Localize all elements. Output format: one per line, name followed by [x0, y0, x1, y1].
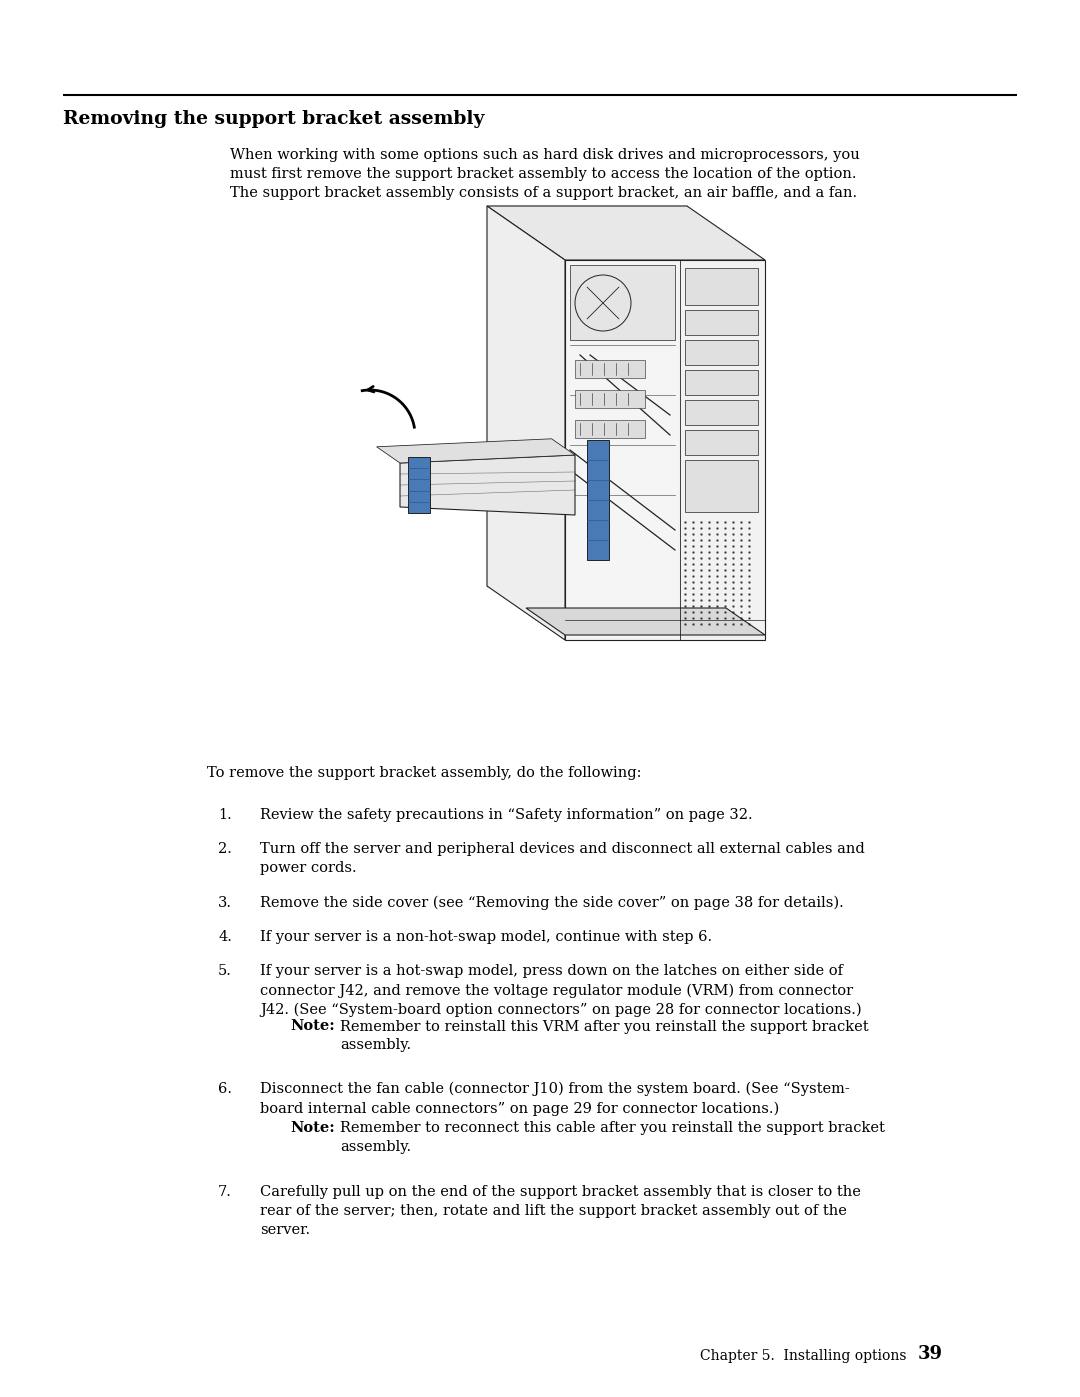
Text: 4.: 4. [218, 930, 232, 944]
Polygon shape [487, 205, 565, 640]
Polygon shape [570, 265, 675, 339]
Text: 2.: 2. [218, 842, 232, 856]
Polygon shape [565, 260, 765, 640]
Text: Note:: Note: [291, 1120, 335, 1134]
Text: Turn off the server and peripheral devices and disconnect all external cables an: Turn off the server and peripheral devic… [260, 842, 865, 875]
Bar [575, 360, 645, 379]
Text: Disconnect the fan cable (connector J10) from the system board. (See “System-
bo: Disconnect the fan cable (connector J10)… [260, 1083, 850, 1116]
Text: When working with some options such as hard disk drives and microprocessors, you: When working with some options such as h… [230, 148, 860, 200]
Bar [408, 457, 430, 513]
Bar [567, 263, 678, 638]
Text: Chapter 5.  Installing options: Chapter 5. Installing options [700, 1350, 906, 1363]
Text: 5.: 5. [218, 964, 232, 978]
Polygon shape [377, 439, 575, 462]
Text: 6.: 6. [218, 1083, 232, 1097]
Polygon shape [487, 205, 765, 260]
Text: Carefully pull up on the end of the support bracket assembly that is closer to t: Carefully pull up on the end of the supp… [260, 1185, 861, 1236]
Text: If your server is a hot-swap model, press down on the latches on either side of
: If your server is a hot-swap model, pres… [260, 964, 862, 1017]
Bar [685, 268, 758, 305]
Text: 1.: 1. [218, 807, 232, 821]
Polygon shape [526, 608, 765, 636]
Bar [588, 440, 609, 560]
Bar [575, 390, 645, 408]
Text: 3.: 3. [218, 895, 232, 909]
Bar [685, 430, 758, 455]
Text: If your server is a non-hot-swap model, continue with step 6.: If your server is a non-hot-swap model, … [260, 930, 712, 944]
Text: 39: 39 [918, 1345, 943, 1363]
Text: Remove the side cover (see “Removing the side cover” on page 38 for details).: Remove the side cover (see “Removing the… [260, 895, 843, 911]
Bar [685, 400, 758, 425]
Text: To remove the support bracket assembly, do the following:: To remove the support bracket assembly, … [207, 766, 642, 780]
Bar [575, 420, 645, 439]
Text: Removing the support bracket assembly: Removing the support bracket assembly [63, 110, 485, 129]
Bar [685, 370, 758, 395]
Bar [685, 339, 758, 365]
Text: 7.: 7. [218, 1185, 232, 1199]
Text: Remember to reconnect this cable after you reinstall the support bracket
assembl: Remember to reconnect this cable after y… [340, 1120, 885, 1154]
Bar [685, 460, 758, 511]
Polygon shape [400, 455, 575, 515]
Text: Note:: Note: [291, 1020, 335, 1034]
Text: Remember to reinstall this VRM after you reinstall the support bracket
assembly.: Remember to reinstall this VRM after you… [340, 1020, 868, 1052]
Bar [685, 310, 758, 335]
Text: Review the safety precautions in “Safety information” on page 32.: Review the safety precautions in “Safety… [260, 807, 753, 821]
